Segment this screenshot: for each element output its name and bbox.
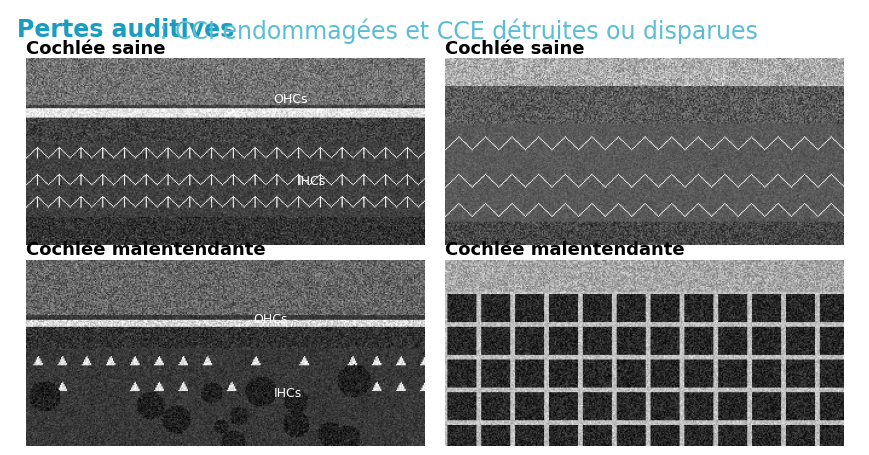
Text: OHCs: OHCs [253,312,288,325]
Text: : CCI endommagées et CCE détruites ou disparues: : CCI endommagées et CCE détruites ou di… [152,18,757,44]
Text: Cochlée saine: Cochlée saine [26,40,165,58]
Text: OHCs: OHCs [273,93,308,106]
Text: IHCs: IHCs [297,174,325,187]
Text: Cochlée malentendante: Cochlée malentendante [444,240,684,258]
Text: IHCs: IHCs [273,386,302,399]
Text: Cochlée saine: Cochlée saine [444,40,584,58]
Text: Pertes auditives: Pertes auditives [17,18,235,42]
Text: Cochlée malentendante: Cochlée malentendante [26,240,265,258]
